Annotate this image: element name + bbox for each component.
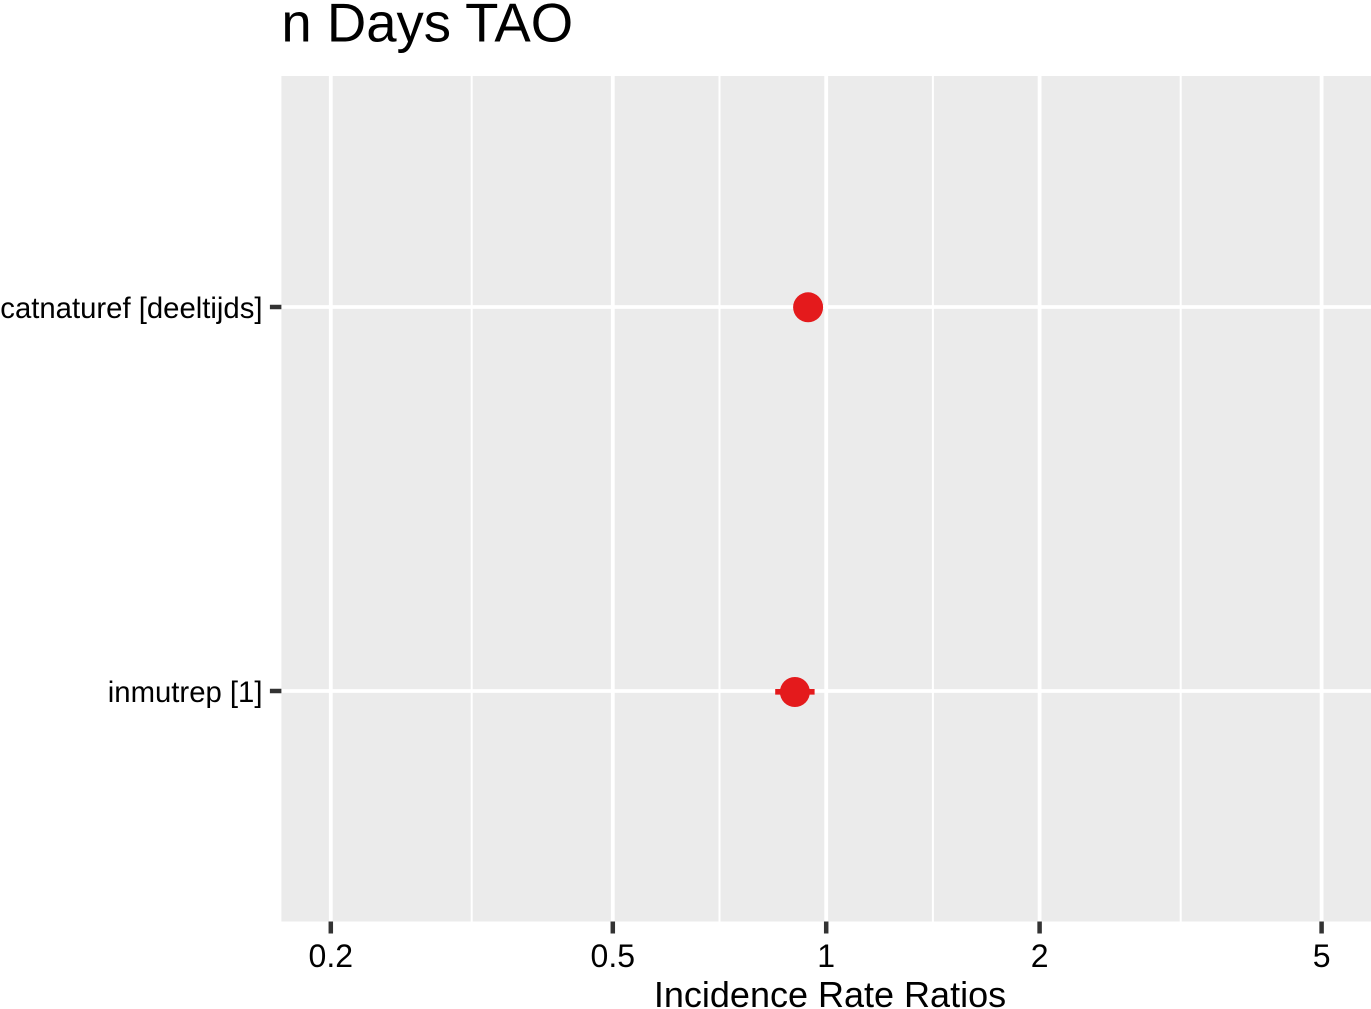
svg-text:5: 5 [1313, 938, 1331, 974]
svg-text:Incidence Rate Ratios: Incidence Rate Ratios [654, 974, 1006, 1009]
svg-text:0.2: 0.2 [309, 938, 353, 974]
svg-text:catnaturef [deeltijds]: catnaturef [deeltijds] [0, 292, 262, 325]
svg-text:inmutrep [1]: inmutrep [1] [108, 676, 263, 709]
svg-text:1: 1 [817, 938, 835, 974]
svg-text:2: 2 [1031, 938, 1049, 974]
svg-text:0.5: 0.5 [591, 938, 635, 974]
svg-text:n Days TAO: n Days TAO [281, 0, 573, 54]
